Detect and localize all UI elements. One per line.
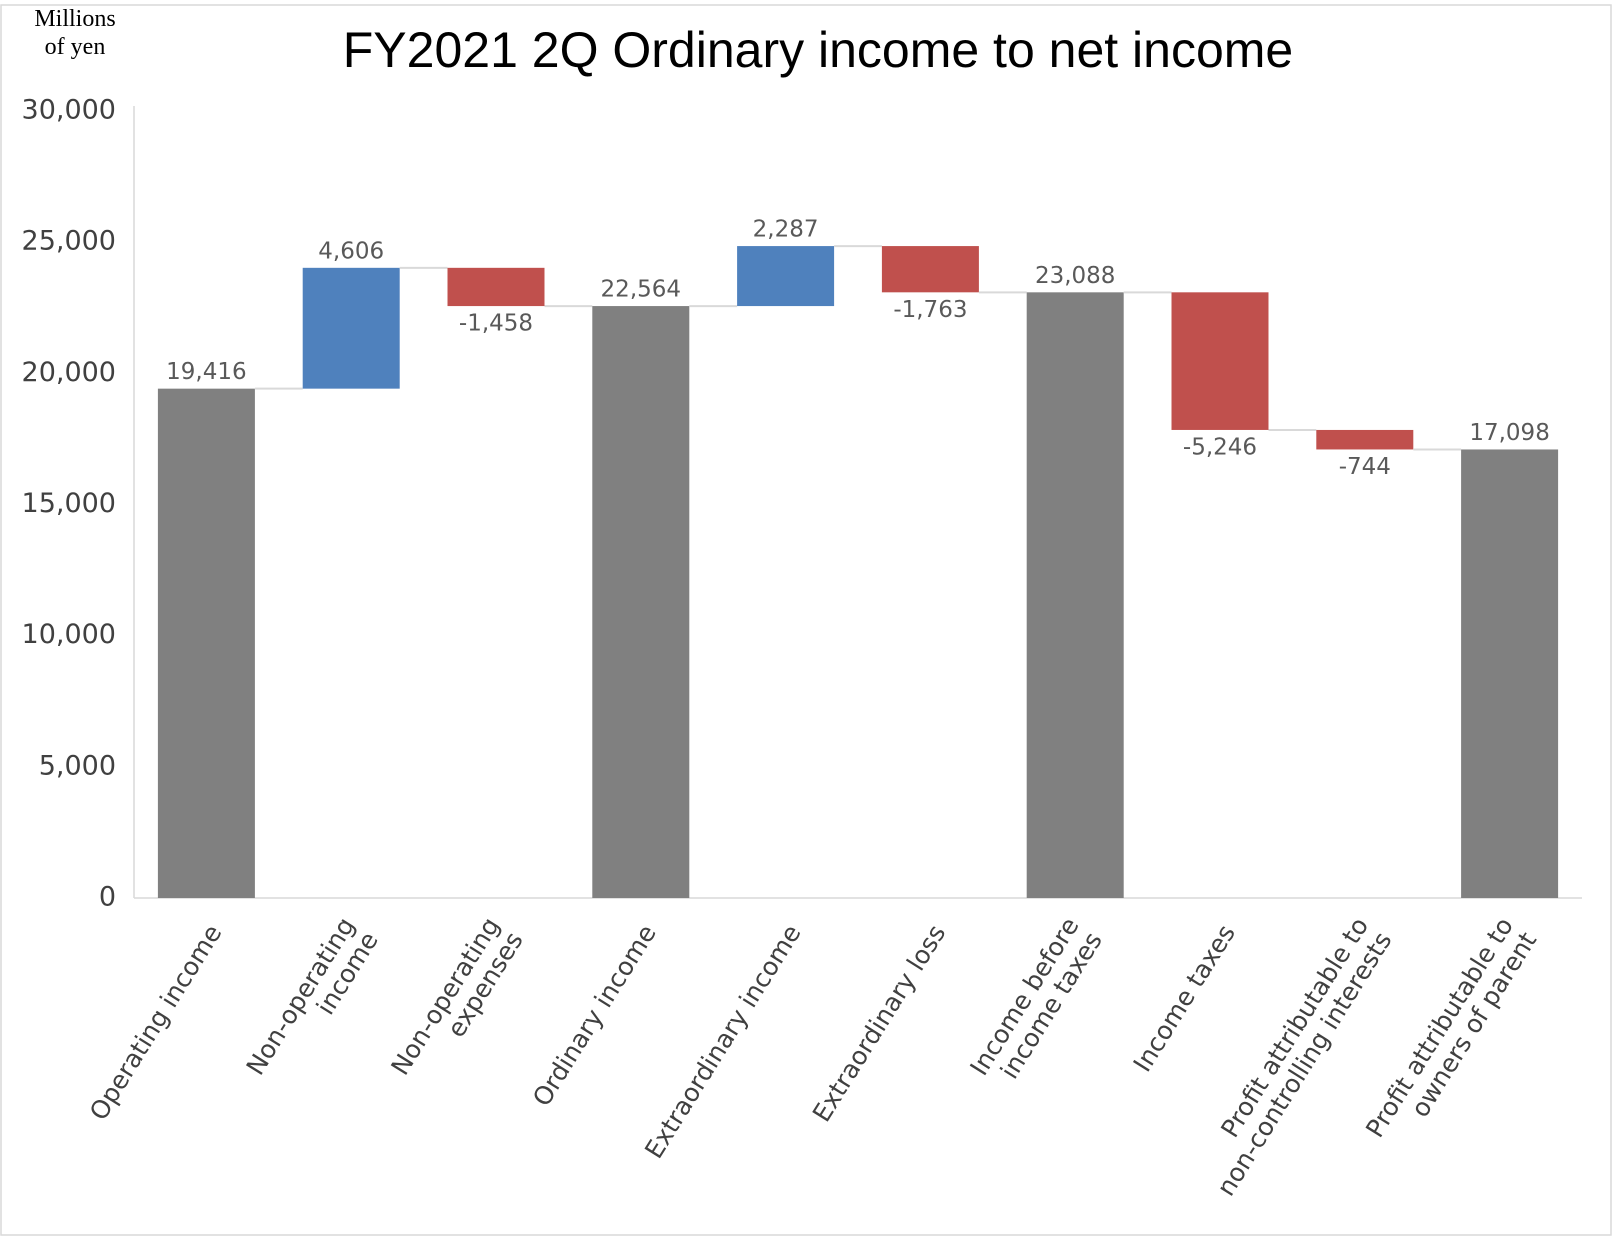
data-label: -1,763 [893, 297, 967, 323]
chart-title: FY2021 2Q Ordinary income to net income [343, 22, 1293, 78]
data-label: -5,246 [1183, 434, 1257, 460]
bar [737, 246, 835, 307]
bar [881, 246, 979, 293]
x-tick-label: Income beforeincome taxes [964, 912, 1108, 1095]
data-label: 4,606 [318, 238, 384, 264]
chart-frame [0, 4, 1612, 1236]
y-axis-label: Millions of yen [34, 6, 115, 60]
data-label: 2,287 [753, 217, 819, 243]
x-tick-label: Ordinary income [527, 920, 662, 1112]
x-tick-label: Extraordinary loss [807, 920, 952, 1127]
data-label: -1,458 [459, 311, 533, 337]
y-tick-label: 15,000 [22, 488, 116, 519]
y-tick-label: 10,000 [22, 619, 116, 650]
bar [302, 267, 400, 389]
y-tick-label: 20,000 [22, 357, 116, 388]
bar [1316, 429, 1414, 450]
data-label: 22,564 [601, 277, 681, 303]
y-tick-label: 30,000 [22, 95, 116, 126]
bar [1171, 292, 1269, 430]
data-label: -744 [1339, 454, 1391, 480]
y-tick-label: 5,000 [39, 750, 116, 781]
bar [1461, 449, 1559, 898]
data-label: 23,088 [1035, 263, 1115, 289]
x-tick-label: Extraordinary income [639, 920, 807, 1164]
bar [447, 267, 545, 307]
y-tick-label: 0 [99, 882, 116, 913]
x-tick-label: Operating income [84, 920, 228, 1126]
x-tick-label: Income taxes [1128, 920, 1241, 1077]
data-label: 19,416 [166, 359, 246, 385]
bar [592, 306, 690, 899]
data-label: 17,098 [1469, 420, 1549, 446]
x-tick-label: Non-operatingexpenses [385, 912, 528, 1095]
bar [1026, 292, 1124, 898]
y-tick-label: 25,000 [22, 226, 116, 257]
bar [157, 388, 255, 898]
x-tick-label: Non-operatingincome [241, 912, 384, 1095]
